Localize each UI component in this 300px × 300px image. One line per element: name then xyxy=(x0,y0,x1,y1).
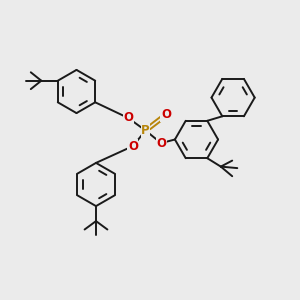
Text: O: O xyxy=(123,111,133,124)
Text: O: O xyxy=(128,140,138,153)
Text: P: P xyxy=(141,124,150,137)
Text: O: O xyxy=(156,136,166,150)
Text: O: O xyxy=(161,108,171,122)
